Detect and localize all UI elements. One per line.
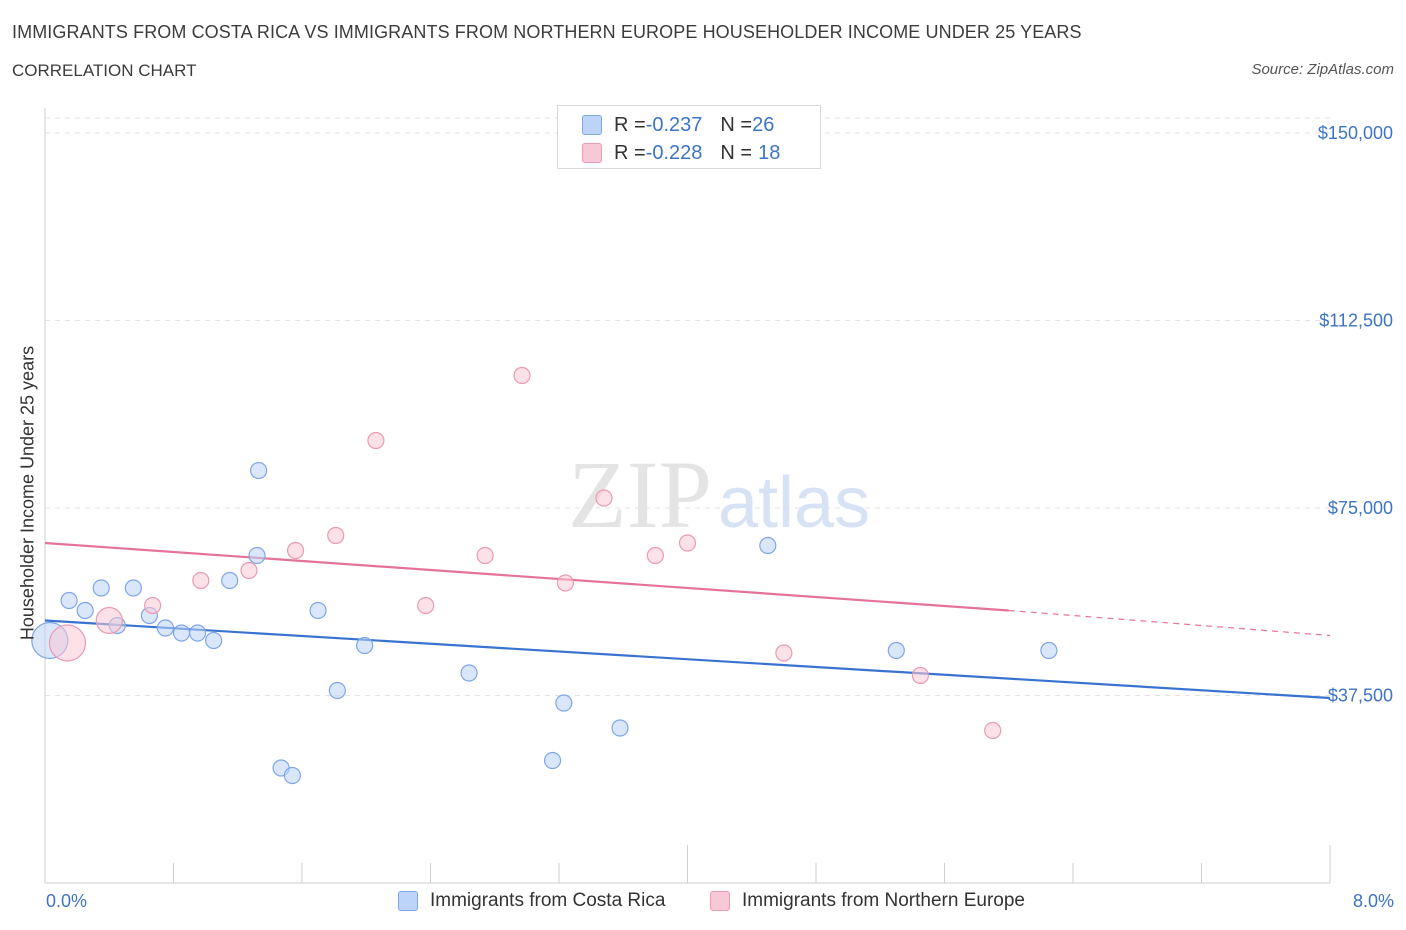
point-costa-rica [328, 681, 346, 700]
legend-label: Immigrants from Northern Europe [742, 890, 1025, 911]
r-value: -0.237 [645, 113, 703, 136]
point-costa-rica [248, 546, 266, 565]
point-northern-europe [144, 596, 162, 615]
legend-swatch-pink [582, 143, 602, 163]
n-label: N = [720, 113, 753, 136]
y-tick-labels: $37,500 $75,000 $112,500 $150,000 [1318, 123, 1393, 706]
stats-legend: R = -0.237 N = 26 R = -0.228 N = 18 [557, 105, 821, 169]
point-northern-europe [984, 721, 1002, 740]
y-tick-label: $150,000 [1318, 123, 1393, 143]
point-costa-rica [283, 766, 301, 785]
y-axis-label: Householder Income Under 25 years [17, 345, 38, 641]
point-northern-europe [595, 489, 613, 507]
point-costa-rica [356, 636, 374, 655]
point-costa-rica [76, 601, 94, 620]
point-northern-europe [286, 541, 305, 560]
point-costa-rica [156, 619, 175, 637]
point-northern-europe [678, 534, 697, 552]
chart-title: IMMIGRANTS FROM COSTA RICA VS IMMIGRANTS… [12, 22, 1082, 42]
series-legend: Immigrants from Costa Rica Immigrants fr… [0, 890, 1406, 916]
r-value: -0.228 [645, 141, 703, 164]
point-costa-rica [543, 751, 562, 770]
point-northern-europe [48, 624, 87, 662]
point-costa-rica [188, 624, 207, 642]
point-costa-rica [172, 624, 191, 642]
legend-item-northern-europe[interactable]: Immigrants from Northern Europe [710, 890, 1025, 912]
point-costa-rica [221, 571, 239, 590]
point-costa-rica [1040, 641, 1058, 660]
watermark-atlas: atlas [718, 463, 870, 543]
point-costa-rica [250, 461, 268, 480]
point-costa-rica [92, 579, 110, 597]
point-costa-rica [460, 664, 478, 682]
r-label: R = [614, 113, 646, 136]
point-costa-rica [124, 579, 142, 597]
legend-swatch-blue [398, 891, 418, 911]
point-northern-europe [513, 366, 531, 385]
n-label: N = [720, 141, 753, 164]
point-northern-europe [911, 666, 930, 685]
watermark-zip: ZIP [568, 441, 712, 548]
source-label: Source: ZipAtlas.com [1251, 61, 1394, 78]
point-northern-europe [327, 526, 345, 545]
x-tick-label-max: 8.0% [1352, 891, 1394, 911]
legend-label: Immigrants from Costa Rica [430, 890, 666, 911]
point-northern-europe [775, 644, 793, 662]
trend-line-costa-rica [44, 619, 1331, 700]
x-tick-label-min: 0.0% [46, 891, 88, 911]
point-northern-europe [192, 571, 210, 590]
point-costa-rica [611, 719, 629, 737]
point-northern-europe [240, 561, 258, 580]
legend-row-northern-europe: R = -0.228 N = 18 [582, 141, 780, 165]
y-tick-label: $112,500 [1319, 311, 1393, 331]
point-costa-rica [60, 591, 78, 610]
trend-line-northern-europe-extension [1008, 609, 1331, 637]
point-costa-rica [309, 601, 327, 620]
point-costa-rica [205, 631, 223, 650]
point-costa-rica [759, 536, 777, 555]
y-tick-label: $75,000 [1328, 498, 1393, 518]
n-value: 26 [752, 113, 775, 136]
legend-swatch-blue [582, 115, 602, 135]
n-value: 18 [758, 141, 781, 164]
point-costa-rica [887, 641, 905, 660]
watermark: ZIP atlas [568, 441, 870, 548]
point-northern-europe [417, 596, 435, 615]
point-northern-europe [95, 606, 123, 635]
legend-item-costa-rica[interactable]: Immigrants from Costa Rica [398, 890, 665, 912]
point-northern-europe [646, 546, 664, 565]
legend-swatch-pink [710, 891, 730, 911]
point-northern-europe [476, 546, 494, 565]
point-northern-europe [367, 431, 385, 450]
y-tick-label: $37,500 [1328, 686, 1393, 706]
data-points [31, 366, 1058, 785]
chart-subtitle: CORRELATION CHART [12, 61, 197, 80]
trend-lines [44, 541, 1331, 700]
point-costa-rica [555, 694, 573, 712]
trend-line-northern-europe [44, 541, 1009, 612]
axes [44, 108, 1331, 884]
legend-row-costa-rica: R = -0.237 N = 26 [582, 113, 774, 137]
point-northern-europe [556, 574, 575, 592]
r-label: R = [614, 141, 646, 164]
gridlines [45, 117, 1330, 696]
